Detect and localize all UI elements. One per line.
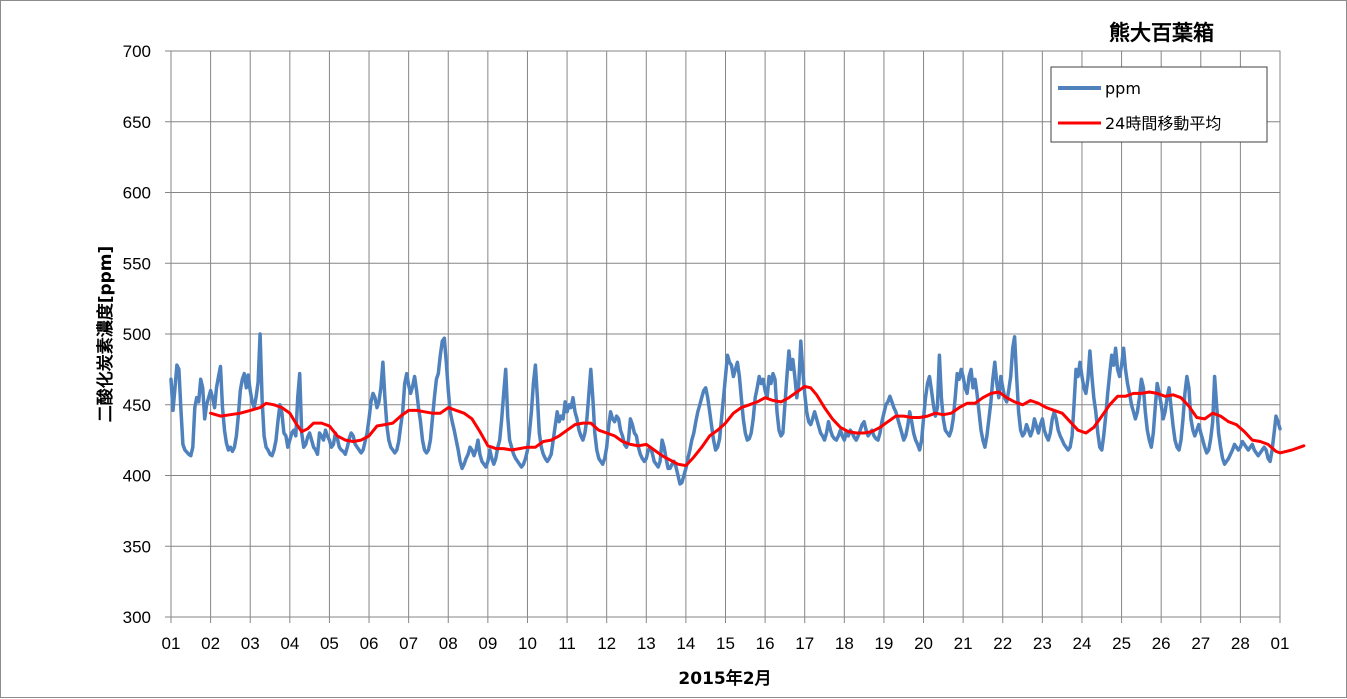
- y-tick-label: 350: [123, 537, 151, 556]
- series: [169, 332, 1306, 486]
- x-tick-label: 14: [676, 634, 695, 653]
- x-tick-label: 19: [874, 634, 893, 653]
- x-tick-label: 10: [518, 634, 537, 653]
- x-tick-label: 25: [1112, 634, 1131, 653]
- x-tick-label: 15: [716, 634, 735, 653]
- moving-average-series-line: [209, 384, 1306, 468]
- x-tick-label: 24: [1073, 634, 1092, 653]
- x-tick-label: 23: [1033, 634, 1052, 653]
- y-tick-label: 650: [123, 113, 151, 132]
- x-tick-label: 13: [637, 634, 656, 653]
- x-tick-label: 01: [1271, 634, 1290, 653]
- x-tick-label: 03: [241, 634, 260, 653]
- x-axis-ticks: 01 02 03 04 05 06 07 08 09 10 11 12 13 14 15 16 17 18 19 20…: [162, 634, 1290, 653]
- x-tick-label: 28: [1231, 634, 1250, 653]
- x-tick-label: 18: [835, 634, 854, 653]
- legend: ppm 24時間移動平均: [1050, 66, 1268, 143]
- x-tick-label: 06: [360, 634, 379, 653]
- legend-label-moving-average: 24時間移動平均: [1105, 114, 1221, 133]
- x-tick-label: 04: [280, 634, 299, 653]
- y-tick-label: 700: [123, 42, 151, 61]
- x-tick-label: 27: [1191, 634, 1210, 653]
- x-tick-label: 16: [756, 634, 775, 653]
- x-tick-label: 21: [954, 634, 973, 653]
- x-tick-label: 11: [558, 634, 576, 653]
- x-tick-label: 02: [201, 634, 220, 653]
- x-tick-label: 08: [439, 634, 458, 653]
- y-tick-label: 450: [123, 396, 151, 415]
- x-tick-label: 12: [597, 634, 616, 653]
- y-axis-ticks: 300 350 400 450 500 550 600 650 700: [123, 42, 151, 627]
- y-tick-label: 600: [123, 184, 151, 203]
- legend-label-ppm: ppm: [1105, 79, 1141, 98]
- y-tick-label: 550: [123, 254, 151, 273]
- x-tick-label: 01: [162, 634, 181, 653]
- x-tick-label: 17: [795, 634, 814, 653]
- legend-box: [1050, 66, 1268, 143]
- x-tick-label: 22: [993, 634, 1012, 653]
- y-tick-label: 300: [123, 608, 151, 627]
- y-axis-title: 二酸化炭素濃度[ppm]: [95, 246, 116, 423]
- grid: [165, 50, 1281, 623]
- y-tick-label: 400: [123, 467, 151, 486]
- x-tick-label: 07: [399, 634, 418, 653]
- chart-title: 熊大百葉箱: [1109, 21, 1214, 45]
- x-tick-label: 26: [1152, 634, 1171, 653]
- ppm-series-line: [169, 332, 1282, 486]
- x-axis-title: 2015年2月: [678, 668, 771, 689]
- x-tick-label: 20: [914, 634, 933, 653]
- x-tick-label: 09: [478, 634, 497, 653]
- x-tick-label: 05: [320, 634, 339, 653]
- plot-area-border: [170, 50, 1281, 618]
- y-tick-label: 500: [123, 325, 151, 344]
